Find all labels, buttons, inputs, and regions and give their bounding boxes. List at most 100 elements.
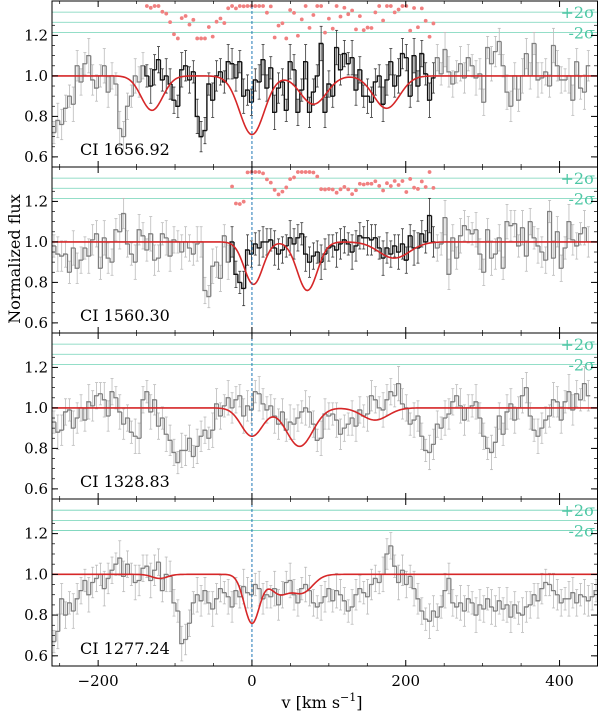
sigma-minus-label: -2σ (568, 522, 595, 541)
residual-point (365, 181, 370, 186)
flux-histogram (52, 40, 591, 138)
residual-point (408, 28, 413, 33)
residual-point (311, 13, 316, 17)
residual-point (172, 32, 176, 37)
sigma-plus-label: +2σ (560, 3, 595, 22)
residual-point (195, 36, 200, 41)
residual-point (295, 33, 300, 38)
residual-point (156, 4, 161, 8)
y-axis-label: Normalized flux (5, 194, 24, 323)
residual-point (206, 25, 211, 29)
panel-label: CI 1328.83 (80, 472, 170, 491)
residual-point (400, 179, 405, 183)
residual-point (237, 4, 242, 8)
y-tick-label: 0.8 (24, 107, 48, 125)
residual-point (280, 189, 285, 194)
residual-point (373, 10, 378, 15)
panel-1: +2σ-2σ 0.6 0.8 1.0 1.2 CI 1656.92 (24, 0, 598, 168)
residual-point (319, 187, 324, 192)
residual-point (330, 26, 335, 31)
y-tick-label: 1.2 (24, 192, 48, 210)
residual-point (144, 4, 149, 8)
model-curve (52, 75, 598, 136)
residual-point (404, 4, 409, 8)
sigma-minus-label: -2σ (568, 189, 595, 208)
residual-point (431, 185, 436, 190)
error-bars (52, 197, 590, 309)
residual-point (377, 183, 382, 188)
y-tick-label: 0.6 (24, 647, 48, 665)
residual-point (423, 185, 428, 189)
residual-point (245, 4, 250, 8)
x-axis-label-close: ] (356, 693, 362, 712)
residual-point (365, 25, 370, 30)
residual-point (385, 181, 389, 186)
sigma-plus-label: +2σ (560, 335, 595, 354)
residual-point (284, 185, 289, 190)
residual-point (295, 170, 300, 174)
residual-point (319, 4, 324, 8)
sigma-plus-label: +2σ (560, 169, 595, 188)
panel-3: +2σ-2σ 0.6 0.8 1.0 1.2 CI 1328.83 (24, 332, 598, 500)
residual-point (342, 5, 347, 10)
residual-point (234, 201, 238, 206)
residual-point (265, 10, 269, 15)
y-tick-label: 0.6 (24, 148, 48, 166)
residual-point (338, 14, 343, 19)
y-tick-label: 1.0 (24, 565, 48, 583)
x-tick-label: 200 (391, 672, 420, 690)
y-tick-label: 1.2 (24, 525, 48, 543)
model-curve (52, 573, 598, 625)
x-axis-label-exponent: −1 (340, 691, 356, 704)
residual-point (315, 4, 320, 8)
residual-point (369, 181, 374, 186)
residual-point (245, 170, 250, 175)
residual-point (203, 36, 207, 41)
residual-point (152, 4, 157, 8)
y-tick-label: 1.2 (24, 358, 48, 376)
residual-point (357, 14, 362, 19)
residual-point (392, 10, 397, 15)
residual-point (354, 27, 358, 32)
residual-point (334, 4, 339, 8)
residual-point (396, 7, 401, 12)
residual-point (226, 6, 231, 11)
residual-point (412, 185, 416, 190)
residual-point (292, 175, 296, 180)
residual-point (191, 17, 196, 22)
residual-point (261, 4, 265, 8)
residual-point (234, 6, 238, 11)
residual-point (373, 179, 378, 184)
residual-point (214, 19, 219, 24)
y-tick-label: 1.0 (24, 233, 48, 251)
residual-point (315, 174, 320, 179)
residual-point (400, 4, 405, 8)
y-tick-label: 0.8 (24, 439, 48, 457)
residual-point (388, 4, 393, 8)
sigma-plus-label: +2σ (560, 501, 595, 520)
residual-point (230, 4, 234, 8)
residual-point (257, 170, 262, 174)
residual-point (369, 26, 374, 30)
y-tick-label: 1.0 (24, 67, 48, 85)
residual-point (427, 34, 432, 39)
model-curve (52, 407, 598, 448)
x-axis-label: v [km s−1] (281, 691, 363, 712)
residual-point (230, 184, 234, 189)
residual-point (292, 10, 296, 15)
residual-point (381, 18, 385, 23)
residual-point (175, 36, 180, 41)
x-axis-label-main: v [km s (281, 693, 341, 712)
error-bars (52, 366, 590, 475)
residual-point (284, 36, 289, 41)
y-tick-label: 1.2 (24, 26, 48, 44)
y-tick-label: 0.6 (24, 314, 48, 332)
residual-point (419, 179, 424, 184)
residual-point (311, 170, 316, 175)
y-tick-label: 0.8 (24, 606, 48, 624)
x-tick-label: 400 (545, 672, 574, 690)
residual-point (272, 35, 277, 40)
residual-point (183, 14, 188, 18)
residual-point (357, 181, 362, 186)
